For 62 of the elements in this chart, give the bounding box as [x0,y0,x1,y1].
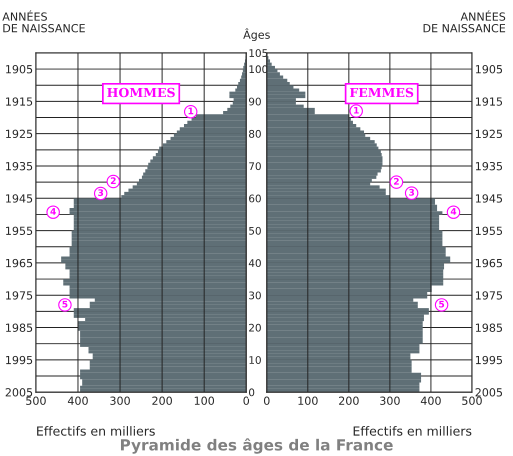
annotation: 5 [62,300,68,308]
y-tick-label: 105 [249,49,268,57]
y2-axis-title: ANNÉES DE NAISSANCE [2,10,85,32]
y-tick-label: 10 [249,356,261,364]
y2-tick-label: 1995 [476,356,502,364]
y-tick-label: 50 [249,226,261,235]
y-tick-label: 40 [248,259,261,268]
y-tick-label: 30 [249,291,261,300]
x-tick-label: 0 [243,396,250,405]
y2-tick-label: 1915 [476,97,502,106]
y-tick-label: 90 [248,98,261,106]
x-tick-label: 400 [420,396,441,405]
x-axis-title: Effectifs en milliers [37,426,155,436]
y2-tick-label: 2005 [476,388,502,397]
x-tick-label: 500 [26,396,46,405]
y2-tick-label: 1965 [476,258,502,268]
y-tick-label: 70 [249,162,261,170]
y2-tick-label: 1915 [6,97,32,106]
annotation: 1 [354,106,359,114]
annotation: 2 [394,178,399,185]
y2-tick-label: 1955 [476,226,502,235]
y-tick-label: 80 [249,130,261,138]
y2-tick-label: 1975 [476,291,502,300]
y2-tick-label: 2005 [6,388,32,397]
annotation: 3 [409,188,414,196]
y-axis-title: Âges [243,28,270,42]
y2-tick-label: 1935 [476,162,502,170]
y-tick-label: 20 [249,324,261,332]
y2-tick-label: 1925 [476,130,502,138]
y2-tick-label: 1905 [6,65,32,74]
annotation: 5 [439,300,444,308]
y2-tick-label: 1985 [6,324,32,332]
annotation: 3 [98,189,104,196]
annotation: HOMMES [107,88,175,98]
y2-tick-label: 1955 [6,226,32,235]
y2-tick-label: 1975 [6,291,32,300]
y2-tick-label: 1985 [476,324,502,332]
y2-tick-label: 1905 [476,65,502,74]
x-tick-label: 100 [298,396,318,405]
text: Pyramide des âges de la France [120,438,393,454]
annotation: 4 [450,208,456,215]
annotation: 2 [110,177,116,184]
y2-axis-title: ANNÉES DE NAISSANCE [424,10,506,32]
y2-tick-label: 1945 [6,194,32,203]
y-tick-label: 0 [249,388,254,396]
x-axis-title: Effectifs en milliers [354,426,472,436]
x-tick-label: 100 [194,396,214,405]
y2-tick-label: 1935 [6,162,32,170]
x-tick-label: 200 [339,396,359,405]
x-tick-label: 300 [110,396,130,405]
y-tick-label: 60 [249,194,261,202]
annotation: 4 [50,208,56,215]
y2-tick-label: 1965 [6,258,32,268]
y2-tick-label: 1945 [476,194,502,203]
x-tick-label: 200 [152,396,172,405]
x-tick-label: 400 [68,396,88,405]
y2-tick-label: 1995 [6,356,32,364]
annotation: 1 [188,108,194,114]
x-tick-label: 300 [380,396,400,405]
x-tick-label: 500 [462,396,482,405]
y2-tick-label: 1925 [6,130,32,138]
annotation: FEMMES [350,88,414,98]
